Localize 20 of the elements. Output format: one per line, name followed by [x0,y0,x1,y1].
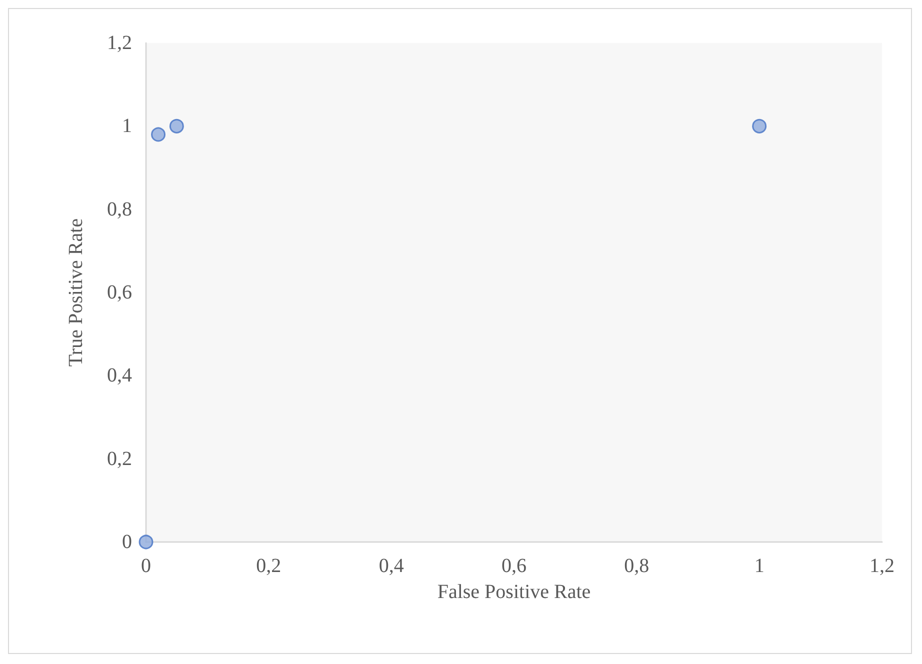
point [752,118,767,134]
x-tick-label: 0 [141,555,151,577]
y-axis-title: True Positive Rate [65,218,87,367]
y-tick-label: 1,2 [107,32,132,54]
x-tick-label: 1 [754,555,764,577]
x-tick-label: 0,6 [502,555,526,577]
point [169,118,184,134]
y-tick-label: 0,2 [107,448,132,470]
y-tick-label: 0 [122,531,132,553]
point [138,534,154,550]
y-tick-label: 0,6 [107,282,132,304]
y-tick-label: 1 [122,115,132,138]
y-tick-label: 0,8 [107,198,132,220]
x-tick-label: 0,8 [624,555,650,577]
x-tick-label: 1,2 [870,555,894,577]
x-tick-label: 0,4 [378,555,404,577]
y-tick-label: 0,4 [107,364,132,387]
x-tick-label: 0,2 [256,555,282,577]
point [151,127,166,142]
x-axis-title: False Positive Rate [437,581,591,603]
